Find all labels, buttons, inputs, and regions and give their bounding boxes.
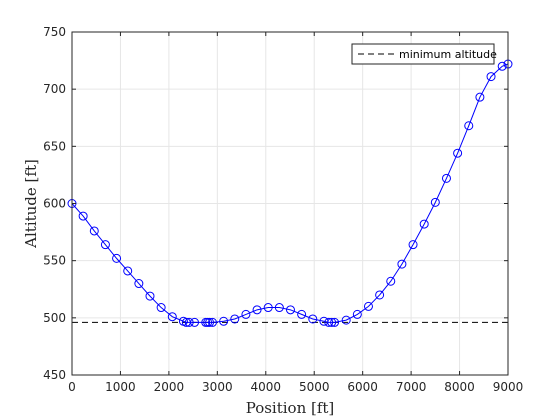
y-tick-label: 450: [43, 368, 66, 382]
y-axis-label: Altitude [ft]: [22, 159, 40, 249]
altitude-point: [156, 303, 166, 313]
y-tick-label: 750: [43, 25, 66, 39]
altitude-point: [475, 92, 485, 102]
altitude-point: [363, 301, 373, 311]
altitude-point: [241, 309, 251, 319]
altitude-point: [184, 317, 194, 327]
x-axis-label: Position [ft]: [246, 399, 335, 417]
altitude-point: [230, 314, 240, 324]
x-tick-label: 4000: [251, 380, 282, 394]
altitude-point: [89, 226, 99, 236]
x-tick-label: 0: [68, 380, 76, 394]
x-tick-label: 3000: [202, 380, 233, 394]
altitude-point: [341, 315, 351, 325]
altitude-point: [419, 219, 429, 229]
altitude-point: [486, 72, 496, 82]
altitude-point: [285, 305, 295, 315]
altitude-point: [263, 303, 273, 313]
altitude-point: [352, 309, 362, 319]
altitude-path-line: [71, 63, 509, 323]
altitude-point: [464, 121, 474, 131]
altitude-point: [207, 317, 217, 327]
x-tick-label: 9000: [493, 380, 524, 394]
y-tick-label: 600: [43, 197, 66, 211]
altitude-point: [112, 253, 122, 263]
x-tick-label: 1000: [105, 380, 136, 394]
altitude-point: [134, 279, 144, 289]
y-tick-label: 550: [43, 254, 66, 268]
altitude-point: [441, 173, 451, 183]
altitude-point: [386, 276, 396, 286]
y-tick-label: 650: [43, 139, 66, 153]
x-tick-label: 6000: [347, 380, 378, 394]
altitude-point: [308, 314, 318, 324]
y-tick-label: 700: [43, 82, 66, 96]
altitude-point: [497, 61, 507, 71]
altitude-point: [327, 317, 337, 327]
series-group: [67, 59, 513, 327]
altitude-point: [453, 148, 463, 158]
altitude-point: [397, 259, 407, 269]
altitude-point: [330, 317, 340, 327]
x-tick-label: 8000: [444, 380, 475, 394]
legend-entry-minimum-altitude: minimum altitude: [399, 48, 497, 61]
ticks: 0 1000 2000 3000 4000 5000 6000 7000 8000 9000 450…: [43, 25, 523, 394]
altitude-point: [297, 309, 307, 319]
altitude-point: [375, 290, 385, 300]
legend: minimum altitude: [351, 43, 497, 65]
altitude-point: [167, 312, 177, 322]
altitude-point: [100, 240, 110, 250]
altitude-point: [324, 317, 334, 327]
altitude-point: [252, 305, 262, 315]
x-tick-label: 5000: [299, 380, 330, 394]
grid: [72, 32, 508, 375]
altitude-point: [123, 266, 133, 276]
altitude-point: [274, 303, 284, 313]
y-tick-label: 500: [43, 311, 66, 325]
x-tick-label: 2000: [154, 380, 185, 394]
x-tick-label: 7000: [396, 380, 427, 394]
legend-box: [351, 43, 495, 65]
altitude-point: [219, 316, 229, 326]
altitude-point: [190, 317, 200, 327]
altitude-point: [205, 317, 215, 327]
altitude-point: [145, 291, 155, 301]
altitude-point: [430, 197, 440, 207]
altitude-point: [408, 240, 418, 250]
altitude-point: [78, 211, 88, 221]
